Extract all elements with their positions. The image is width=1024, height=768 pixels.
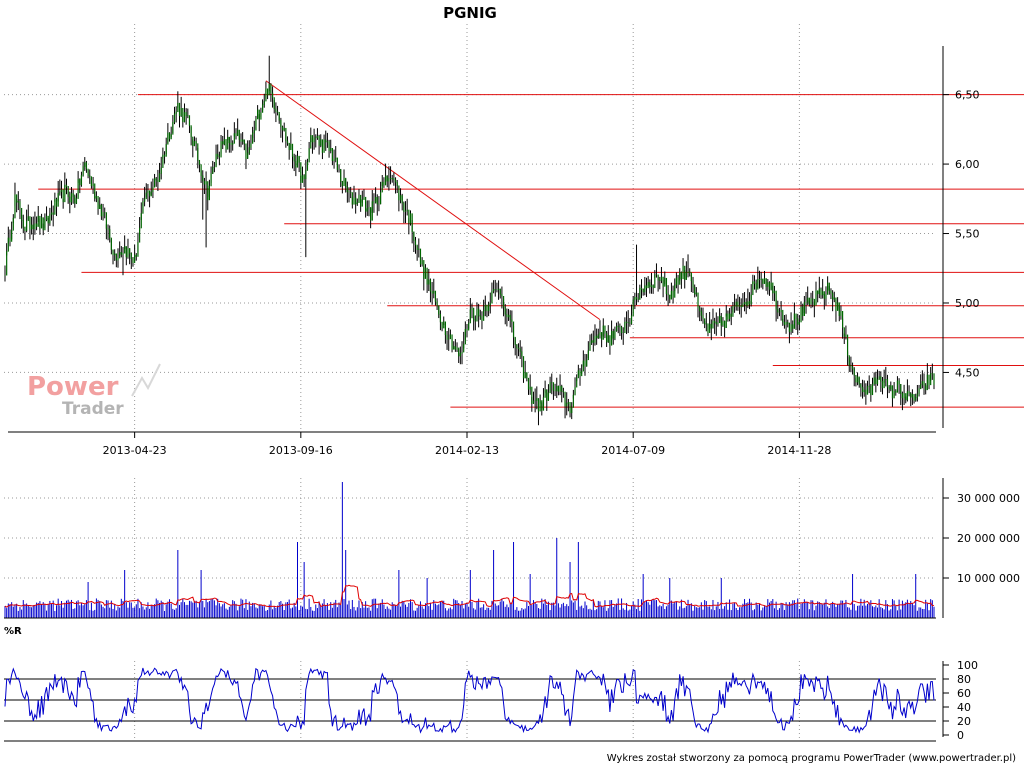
- chart-title: PGNIG: [443, 4, 497, 22]
- volume-panel: 10 000 000 20 000 000 30 000 000: [4, 478, 1020, 619]
- price-x-tick-label: 2014-11-28: [767, 444, 831, 457]
- logo-swoosh-icon: [131, 363, 161, 397]
- volume-y-tick-label: 30 000 000: [957, 492, 1020, 505]
- williams-r-y-tick-label: 40: [957, 701, 971, 714]
- price-y-ticks: 4,50 5,00 5,50 6,00 6,50: [943, 89, 980, 379]
- support-resistance-lines: [38, 94, 1024, 408]
- volume-grid: [4, 478, 936, 618]
- williams-r-label: %R: [4, 626, 22, 637]
- price-x-tick-label: 2013-09-16: [269, 444, 333, 457]
- price-y-tick-label: 6,50: [955, 89, 980, 102]
- volume-y-tick-label: 10 000 000: [957, 572, 1020, 585]
- price-y-tick-label: 4,50: [955, 366, 980, 379]
- price-panel: 4,50 5,00 5,50 6,00 6,50 2013-04-23 2013-09-1…: [4, 4, 1024, 457]
- williams-r-line: [4, 667, 935, 734]
- volume-bars: [4, 482, 935, 618]
- williams-r-grid: [134, 661, 800, 739]
- price-y-tick-label: 5,00: [955, 297, 980, 310]
- logo-power-text: Power: [27, 372, 119, 402]
- volume-moving-average: [4, 584, 935, 608]
- price-x-tick-label: 2013-04-23: [103, 444, 167, 457]
- williams-r-y-tick-label: 0: [957, 729, 964, 742]
- price-y-tick-label: 5,50: [955, 228, 980, 241]
- price-x-tick-label: 2014-07-09: [601, 444, 665, 457]
- trendline: [265, 80, 601, 321]
- volume-y-ticks: 10 000 000 20 000 000 30 000 000: [943, 492, 1020, 585]
- powertrader-logo: Power Trader: [27, 363, 161, 419]
- price-x-tick-label: 2014-02-13: [435, 444, 499, 457]
- volume-y-tick-label: 20 000 000: [957, 532, 1020, 545]
- price-x-ticks: 2013-04-23 2013-09-16 2014-02-13 2014-07-09…: [103, 432, 831, 457]
- williams-r-y-tick-label: 60: [957, 687, 971, 700]
- ohlc-bars: [4, 55, 935, 426]
- williams-r-y-tick-label: 100: [957, 659, 978, 672]
- footer-credit: Wykres został stworzony za pomocą progra…: [607, 753, 1016, 764]
- price-y-tick-label: 6,00: [955, 158, 980, 171]
- logo-trader-text: Trader: [62, 399, 124, 419]
- williams-r-y-tick-label: 20: [957, 715, 971, 728]
- williams-r-y-tick-label: 80: [957, 673, 971, 686]
